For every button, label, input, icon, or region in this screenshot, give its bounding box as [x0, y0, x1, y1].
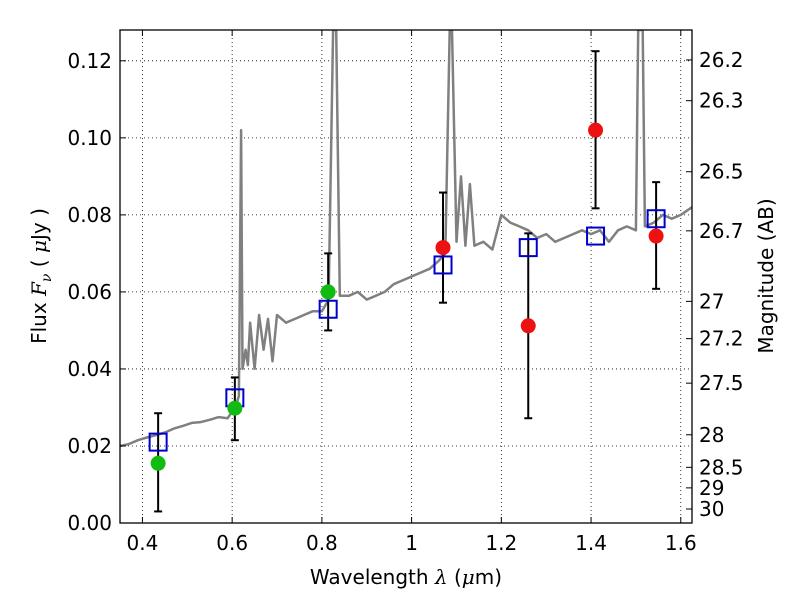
model-bandpass-square — [586, 226, 606, 246]
observed-point — [320, 284, 336, 300]
observed-point — [435, 240, 451, 256]
x-tick-label: 0.6 — [216, 531, 248, 555]
magnitude-tick-label: 26.2 — [699, 48, 744, 72]
model-bandpass-square — [646, 209, 666, 229]
y-tick-label: 0.04 — [67, 357, 112, 381]
observed-point — [588, 122, 604, 138]
observed-points — [150, 122, 664, 471]
magnitude-tick-label: 27 — [699, 289, 724, 313]
magnitude-tick-label: 30 — [699, 497, 724, 521]
x-tick-label: 1 — [405, 531, 418, 555]
x-tick-label: 0.8 — [306, 531, 338, 555]
magnitude-tick-label: 27.2 — [699, 327, 744, 351]
magnitude-tick-label: 26.5 — [699, 160, 744, 184]
y-tick-label: 0.00 — [67, 511, 112, 535]
magnitude-tick-label: 28.5 — [699, 455, 744, 479]
y-tick-label: 0.02 — [67, 434, 112, 458]
x-axis-ticks: 0.4 0.6 0.8 1 1.2 1.4 1.6 — [127, 30, 697, 555]
y-axis-label: Flux Fν ( μJy ) — [27, 208, 55, 344]
plot-frame — [119, 29, 693, 524]
y-axis-ticks: 0.00 0.02 0.04 0.06 0.08 0.10 0.12 — [67, 49, 126, 535]
observed-point — [227, 400, 243, 416]
y-tick-label: 0.12 — [67, 49, 112, 73]
observed-point — [150, 455, 166, 471]
magnitude-tick-label: 29 — [699, 476, 724, 500]
x-tick-label: 1.4 — [575, 531, 607, 555]
model-bandpass-square — [318, 299, 338, 319]
observed-point — [648, 228, 664, 244]
model-bandpass-square — [433, 255, 453, 275]
model-bandpass-square — [148, 432, 168, 452]
model-bandpass-square — [518, 238, 538, 258]
observed-point — [520, 318, 536, 334]
y2-axis-label: Magnitude (AB) — [754, 198, 778, 353]
y-tick-label: 0.10 — [67, 126, 112, 150]
magnitude-tick-label: 28 — [699, 423, 724, 447]
x-tick-label: 1.2 — [485, 531, 517, 555]
y-tick-label: 0.06 — [67, 280, 112, 304]
magnitude-tick-label: 26.3 — [699, 89, 744, 113]
model-bandpass-markers — [148, 209, 666, 452]
x-tick-label: 1.6 — [665, 531, 697, 555]
y-tick-label: 0.08 — [67, 203, 112, 227]
magnitude-tick-label: 26.7 — [699, 219, 744, 243]
plot-background — [120, 30, 692, 523]
x-axis-label: Wavelength λ (μm) — [310, 565, 502, 589]
magnitude-tick-label: 27.5 — [699, 371, 744, 395]
x-tick-label: 0.4 — [127, 531, 159, 555]
